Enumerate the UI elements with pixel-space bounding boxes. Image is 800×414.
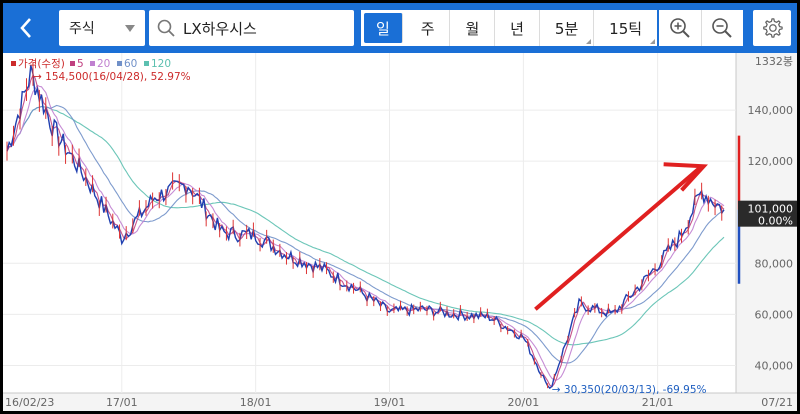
settings-button[interactable] <box>753 10 791 46</box>
gear-icon <box>763 18 783 38</box>
chart-toolbar: 주식 LX하우시스 일 주 월 년 5분 15틱 <box>3 3 797 53</box>
period-15tick-label: 15틱 <box>609 19 643 38</box>
low-annotation: → 30,350(20/03/13), -69.95% <box>552 384 707 396</box>
legend-swatch <box>70 61 75 66</box>
price-chart[interactable]: 140,000 120,000 80,000 60,000 40,000 1332봉 16/… <box>3 53 797 411</box>
legend-label: 5 <box>77 58 84 70</box>
legend-label: 20 <box>97 58 110 70</box>
search-value: LX하우시스 <box>183 19 257 38</box>
app-window: 주식 LX하우시스 일 주 월 년 5분 15틱 <box>3 3 797 411</box>
trend-arrow-line <box>534 164 703 311</box>
period-5min-label: 5분 <box>554 19 579 38</box>
period-week-label: 주 <box>420 19 435 38</box>
legend-label: 120 <box>151 58 171 70</box>
zoom-out-button[interactable] <box>702 10 744 46</box>
x-tick-label: 16/02/23 <box>5 396 54 409</box>
bar-count-label: 1332봉 <box>755 55 793 68</box>
y-tick-label: 120,000 <box>748 155 794 168</box>
zoom-in-icon <box>669 18 690 38</box>
zoom-in-button[interactable] <box>659 10 702 46</box>
trend-arrow-head <box>663 162 708 192</box>
period-week[interactable]: 주 <box>406 10 451 46</box>
x-axis-panel <box>3 393 797 411</box>
legend-swatch <box>11 61 16 66</box>
zoom-controls <box>659 10 743 46</box>
chevron-down-icon <box>125 24 135 32</box>
back-button[interactable] <box>7 10 45 46</box>
legend-label: 가격(수정) <box>18 57 65 70</box>
ma20-line <box>6 84 725 381</box>
period-day-label: 일 <box>375 19 390 38</box>
current-change-label: 0.00% <box>758 215 793 228</box>
x-tick-label: 20/01 <box>508 396 540 409</box>
ma5-line <box>6 73 725 388</box>
current-price-label: 101,000 <box>748 203 794 216</box>
market-select-label: 주식 <box>69 21 95 37</box>
period-15tick[interactable]: 15틱 <box>594 10 657 46</box>
period-selector: 일 주 월 년 5분 15틱 <box>361 10 657 46</box>
current-price-box <box>738 200 797 227</box>
market-select[interactable]: 주식 <box>59 10 145 46</box>
x-tick-label: 19/01 <box>374 396 406 409</box>
legend-swatch <box>90 61 95 66</box>
high-annotation: → 154,500(16/04/28), 52.97% <box>33 71 191 83</box>
search-icon <box>157 19 175 37</box>
zoom-out-icon <box>712 18 732 38</box>
stock-search-input[interactable]: LX하우시스 <box>149 10 354 46</box>
y-tick-label: 60,000 <box>755 308 794 321</box>
period-day[interactable]: 일 <box>364 13 403 43</box>
x-tick-label: 07/21 <box>761 396 793 409</box>
period-year-label: 년 <box>510 19 524 38</box>
y-tick-label: 40,000 <box>755 359 794 372</box>
x-tick-label: 18/01 <box>240 396 272 409</box>
period-5min[interactable]: 5분 <box>540 10 595 46</box>
x-tick-label: 17/01 <box>106 396 138 409</box>
period-month[interactable]: 월 <box>450 10 496 46</box>
legend-label: 60 <box>124 58 137 70</box>
back-icon <box>20 18 31 38</box>
ma120-line <box>6 105 725 346</box>
price-line <box>6 65 725 390</box>
y-tick-label: 140,000 <box>748 104 794 117</box>
y-tick-label: 80,000 <box>755 257 794 270</box>
period-year[interactable]: 년 <box>495 10 540 46</box>
x-tick-label: 21/01 <box>642 396 674 409</box>
period-month-label: 월 <box>465 19 480 38</box>
legend-swatch <box>117 61 122 66</box>
y-axis-panel <box>736 53 797 411</box>
ma60-line <box>6 104 725 364</box>
legend-swatch <box>144 61 149 66</box>
